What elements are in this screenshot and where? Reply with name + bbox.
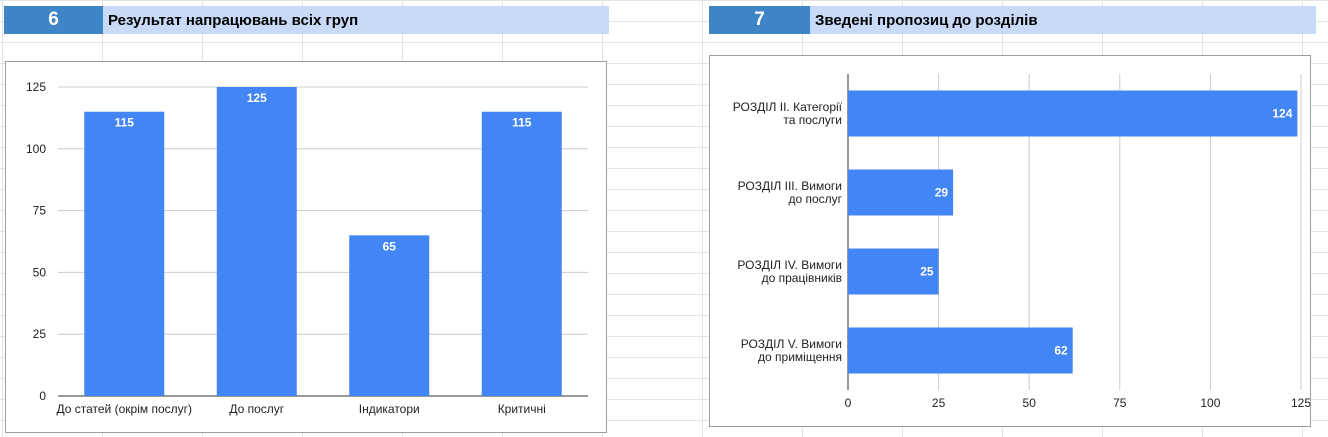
x-tick-label: 50 xyxy=(1023,396,1037,410)
data-label: 115 xyxy=(512,116,532,130)
chart-canvas: 0 25 50 75 100 125 115 До статей (окрім послуг)… xyxy=(26,80,588,416)
x-tick-label: Індикатори xyxy=(359,402,420,416)
data-label: 29 xyxy=(935,186,949,200)
y-tick-label: РОЗДІЛ ІІ. Категорії xyxy=(733,100,843,114)
x-tick-label: 75 xyxy=(1113,396,1127,410)
y-tick-label: до працівників xyxy=(762,271,842,285)
data-label: 62 xyxy=(1054,344,1068,358)
section-title: Зведені пропозиц до розділів xyxy=(810,6,1316,34)
bar xyxy=(848,248,939,295)
section-number: 6 xyxy=(4,6,103,34)
vertical-bar-chart[interactable]: 0 25 50 75 100 125 115 До статей (окрім послуг)… xyxy=(5,61,607,433)
y-tick-label: до послуг xyxy=(788,192,842,206)
bar xyxy=(848,327,1073,374)
y-tick-label: 50 xyxy=(33,265,47,279)
x-tick-label: До послуг xyxy=(229,402,284,416)
bar xyxy=(349,235,430,396)
section-number: 7 xyxy=(709,6,810,34)
y-tick-label: 100 xyxy=(26,142,46,156)
y-tick-label: 25 xyxy=(33,327,47,341)
x-tick-label: До статей (окрім послуг) xyxy=(56,402,192,416)
section-title: Результат напрацювань всіх груп xyxy=(103,6,609,34)
y-tick-label: та послуги xyxy=(783,113,842,127)
y-tick-label: РОЗДІЛ ІІІ. Вимоги xyxy=(738,179,842,193)
x-tick-label: 25 xyxy=(932,396,946,410)
x-tick-label: 0 xyxy=(845,396,852,410)
bar xyxy=(481,111,562,396)
y-tick-label: РОЗДІЛ IV. Вимоги xyxy=(737,258,842,272)
data-label: 25 xyxy=(920,265,934,279)
data-label: 125 xyxy=(247,91,267,105)
x-tick-label: 100 xyxy=(1200,396,1220,410)
x-tick-label: 125 xyxy=(1291,396,1310,410)
section-header-7: 7 Зведені пропозиц до розділів xyxy=(709,6,1316,34)
data-label: 115 xyxy=(115,116,135,130)
data-label: 65 xyxy=(383,239,397,253)
bar xyxy=(848,90,1298,137)
y-tick-label: до приміщення xyxy=(758,350,842,364)
y-tick-label: РОЗДІЛ V. Вимоги xyxy=(741,337,842,351)
x-tick-label: Критичні xyxy=(498,402,546,416)
y-tick-label: 75 xyxy=(33,204,47,218)
data-label: 124 xyxy=(1272,107,1292,121)
y-tick-label: 125 xyxy=(26,80,46,94)
bar xyxy=(848,169,954,216)
bar xyxy=(216,87,297,396)
y-tick-label: 0 xyxy=(39,389,46,403)
bar xyxy=(84,111,165,396)
section-header-6: 6 Результат напрацювань всіх груп xyxy=(4,6,609,34)
horizontal-bar-chart[interactable]: 0 25 50 75 100 125 124 РОЗДІЛ ІІ. Категорії та п… xyxy=(709,55,1311,427)
